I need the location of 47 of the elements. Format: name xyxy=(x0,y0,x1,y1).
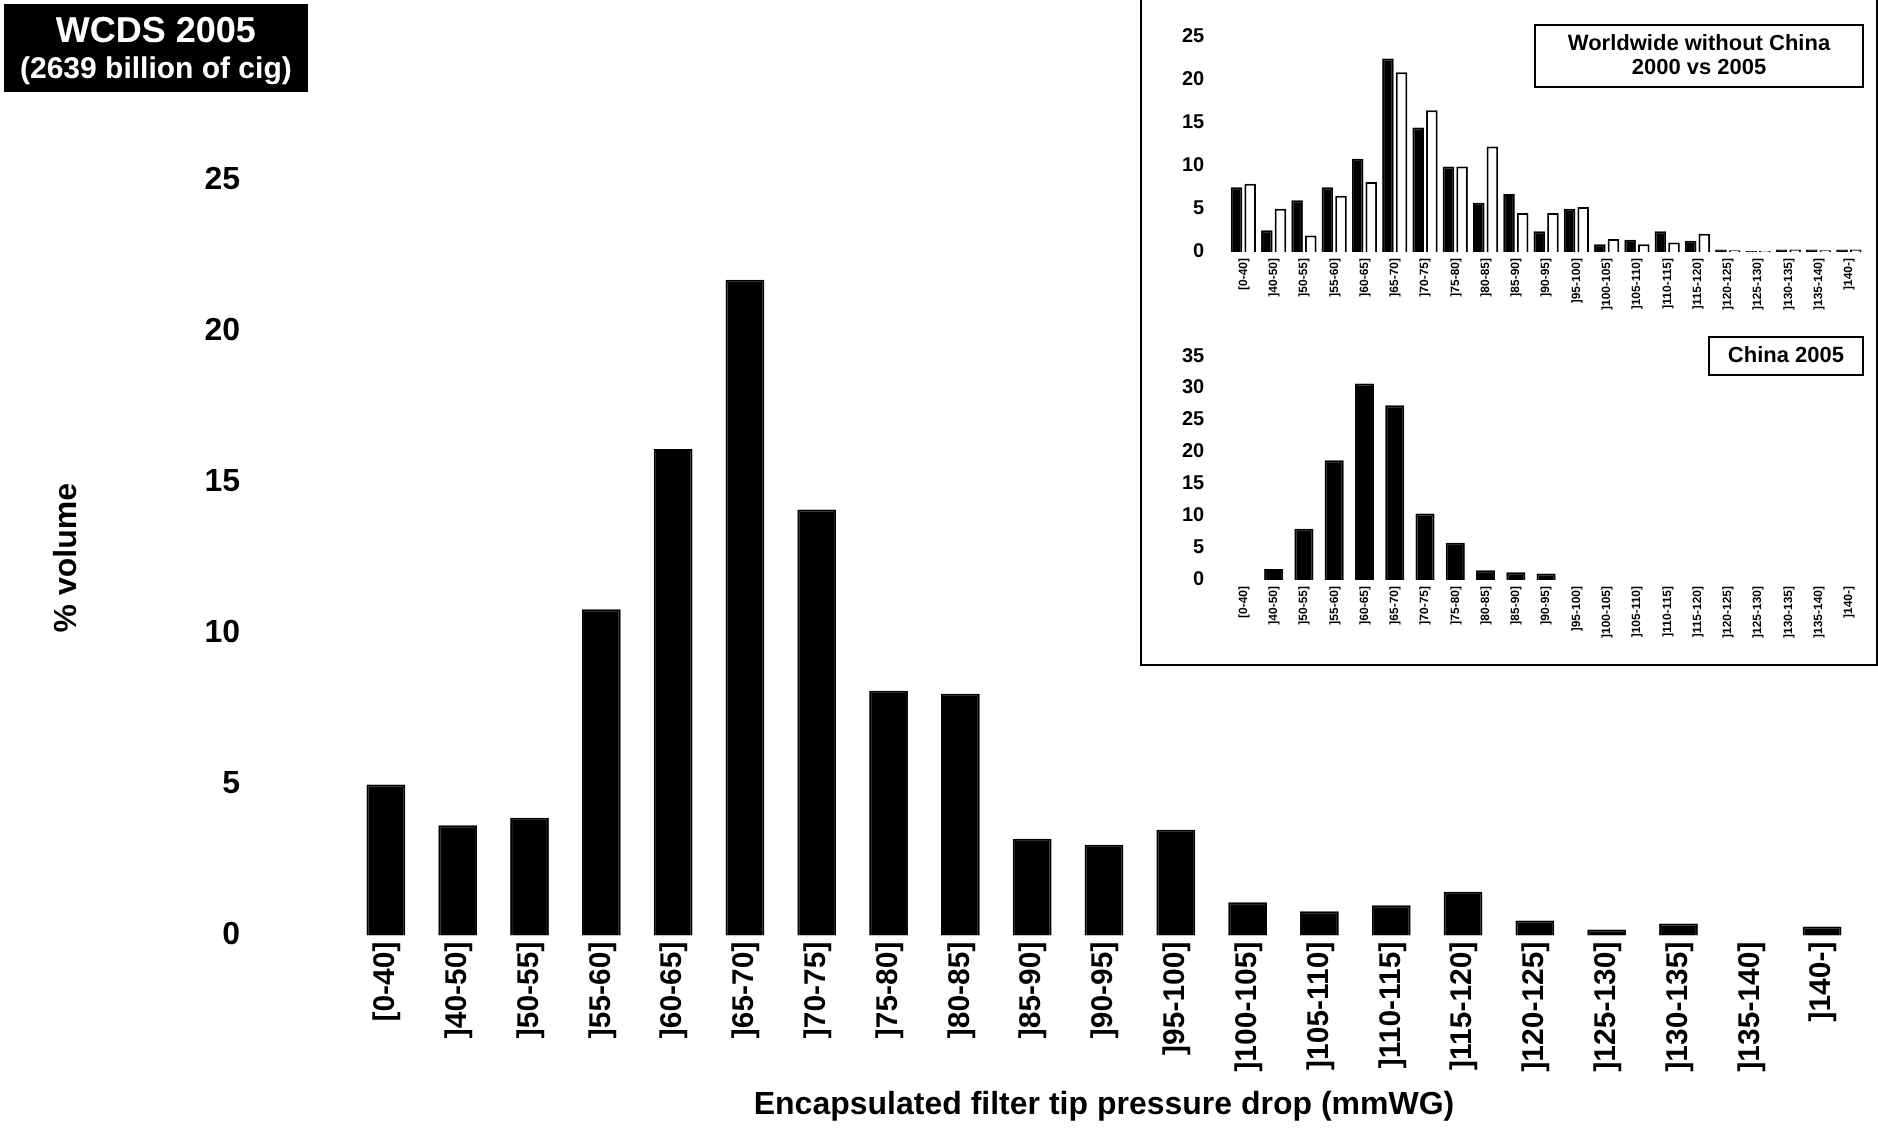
y-tick-label: 15 xyxy=(204,465,241,500)
y-tick-label: 10 xyxy=(1182,505,1206,528)
y-axis-title: % volume xyxy=(50,482,85,633)
y-tick-label: 25 xyxy=(1182,409,1206,432)
y-tick-label: 15 xyxy=(1182,111,1206,134)
x-tick-label: ]130-135] xyxy=(1660,941,1695,1072)
chart-subtitle: (2639 billion of cig) xyxy=(20,52,292,86)
x-tick-label: ]70-75] xyxy=(799,941,834,1039)
x-tick-label: [0-40] xyxy=(368,941,403,1022)
chart-title: Worldwide without China 2000 vs 2005 xyxy=(1567,32,1831,80)
chart-title: China 2005 xyxy=(1727,344,1844,368)
y-tick-label: 20 xyxy=(204,313,241,348)
x-tick-label: ]65-70] xyxy=(727,941,762,1039)
x-tick-label: ]125-130] xyxy=(1588,941,1623,1072)
y-tick-label: 5 xyxy=(1193,537,1206,560)
x-tick-label: ]55-60] xyxy=(583,941,618,1039)
x-tick-label: ]50-55] xyxy=(511,941,546,1039)
y-tick-label: 10 xyxy=(204,616,241,651)
x-axis-title: Encapsulated filter tip pressure drop (mmWG) xyxy=(753,1087,1455,1122)
y-tick-label: 15 xyxy=(1182,473,1206,496)
y-tick-label: 25 xyxy=(1182,25,1206,48)
x-tick-label: ]75-80] xyxy=(870,941,905,1039)
x-tick-label: ]110-115] xyxy=(1373,941,1408,1069)
x-tick-label: ]95-100] xyxy=(1158,941,1193,1055)
y-tick-label: 0 xyxy=(1193,241,1206,264)
x-tick-label: ]120-125] xyxy=(1517,941,1552,1072)
x-tick-label: ]90-95] xyxy=(1086,941,1121,1039)
y-tick-label: 35 xyxy=(1182,345,1206,368)
y-tick-label: 0 xyxy=(222,918,241,953)
x-tick-label: ]140-] xyxy=(1804,941,1839,1022)
y-tick-label: 25 xyxy=(204,162,241,197)
y-tick-label: 5 xyxy=(222,767,241,802)
x-tick-label: ]85-90] xyxy=(1014,941,1049,1039)
x-tick-label: ]135-140] xyxy=(1732,941,1767,1072)
chart-title: WCDS 2005 xyxy=(53,10,258,52)
x-tick-label: ]100-105] xyxy=(1229,941,1264,1072)
y-tick-label: 20 xyxy=(1182,68,1206,91)
x-tick-label: ]80-85] xyxy=(942,941,977,1039)
x-tick-label: ]40-50] xyxy=(439,941,474,1039)
y-tick-label: 5 xyxy=(1193,198,1206,221)
x-tick-label: ]105-110] xyxy=(1301,941,1336,1070)
y-tick-label: 10 xyxy=(1182,155,1206,178)
y-tick-label: 30 xyxy=(1182,377,1206,400)
x-tick-label: ]60-65] xyxy=(655,941,690,1039)
x-tick-label: ]115-120] xyxy=(1445,941,1480,1070)
y-tick-label: 0 xyxy=(1193,569,1206,592)
y-tick-label: 20 xyxy=(1182,441,1206,464)
